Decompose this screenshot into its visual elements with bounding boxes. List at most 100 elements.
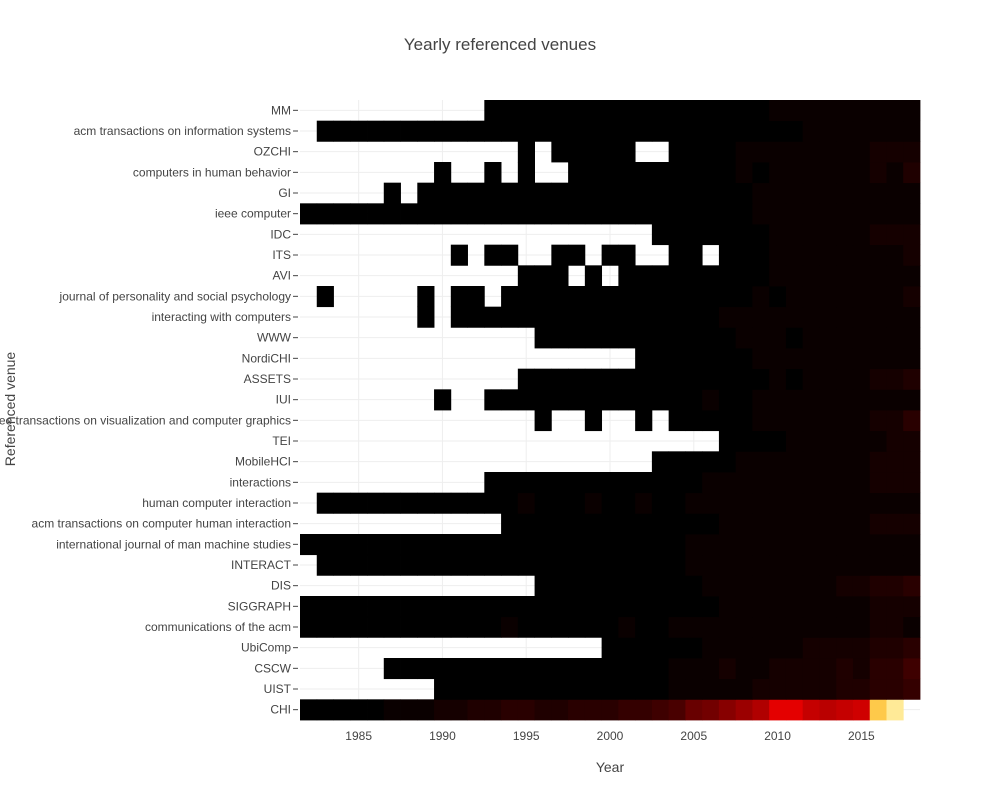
heatmap-cell (752, 658, 770, 680)
heatmap-cell (434, 678, 452, 700)
heatmap-cell (685, 534, 703, 556)
heatmap-cell (568, 513, 586, 535)
heatmap-cell (836, 699, 854, 721)
heatmap-cell (819, 575, 837, 597)
heatmap-cell (434, 616, 452, 638)
heatmap-cell (685, 616, 703, 638)
heatmap-cell (886, 182, 904, 204)
heatmap-cell (702, 410, 720, 432)
heatmap-cell (367, 120, 385, 142)
heatmap-cell (735, 368, 753, 390)
heatmap-cell (802, 430, 820, 452)
heatmap-cell (886, 534, 904, 556)
heatmap-cell (886, 265, 904, 287)
heatmap-cell (534, 410, 552, 432)
heatmap-cell (467, 492, 485, 514)
heatmap-cell (735, 430, 753, 452)
heatmap-cell (685, 410, 703, 432)
heatmap-cell (551, 306, 569, 328)
heatmap-cell (869, 472, 887, 494)
heatmap-cell (517, 120, 535, 142)
heatmap-cell (886, 306, 904, 328)
heatmap-cell (584, 141, 603, 163)
heatmap-cell (618, 120, 636, 142)
heatmap-cell (886, 699, 904, 721)
heatmap-cell (450, 244, 468, 266)
heatmap-cell (785, 637, 804, 659)
heatmap-cell (484, 120, 502, 142)
heatmap-cell (819, 430, 837, 452)
heatmap-cell (651, 575, 670, 597)
heatmap-cell (601, 368, 619, 390)
heatmap-cell (350, 492, 368, 514)
heatmap-cell (551, 699, 569, 721)
heatmap-cell (668, 596, 686, 618)
heatmap-cell (702, 472, 720, 494)
heatmap-cell (584, 554, 603, 576)
heatmap-cell (383, 492, 401, 514)
heatmap-cell (484, 616, 502, 638)
heatmap-cell (802, 327, 820, 349)
heatmap-cell (501, 534, 519, 556)
heatmap-cell (316, 699, 334, 721)
heatmap-cell (517, 368, 535, 390)
heatmap-cell (501, 658, 519, 680)
heatmap-cell (618, 306, 636, 328)
heatmap-cell (450, 492, 468, 514)
heatmap-cell (484, 472, 502, 494)
heatmap-cell (668, 658, 686, 680)
heatmap-cell (551, 182, 569, 204)
heatmap-cell (752, 306, 770, 328)
heatmap-cell (584, 100, 603, 122)
y-tick-label: UIST (264, 682, 292, 696)
heatmap-cell (651, 596, 670, 618)
heatmap-cell (702, 637, 720, 659)
heatmap-cell (718, 286, 737, 308)
heatmap-cell (802, 534, 820, 556)
heatmap-cell (651, 699, 670, 721)
y-tick-label: DIS (271, 579, 291, 593)
heatmap-cell (651, 203, 670, 225)
heatmap-cell (517, 513, 535, 535)
heatmap-cell (702, 265, 720, 287)
x-tick-label: 2015 (848, 729, 875, 743)
x-tick-label: 1990 (429, 729, 456, 743)
heatmap-cell (635, 699, 653, 721)
heatmap-cell (417, 616, 435, 638)
heatmap-cell (618, 513, 636, 535)
heatmap-cell (718, 368, 737, 390)
heatmap-cell (517, 596, 535, 618)
y-tick-label: ieee computer (215, 207, 291, 221)
heatmap-cell (785, 575, 804, 597)
heatmap-cell (819, 596, 837, 618)
heatmap-cell (903, 162, 921, 184)
heatmap-cell (785, 596, 804, 618)
heatmap-cell (785, 534, 804, 556)
heatmap-cell (802, 678, 820, 700)
heatmap-cell (819, 410, 837, 432)
y-tick-label: interacting with computers (152, 310, 291, 324)
heatmap-cell (702, 120, 720, 142)
heatmap-cell (752, 410, 770, 432)
heatmap-cell (484, 306, 502, 328)
heatmap-cell (501, 286, 519, 308)
heatmap-cell (417, 306, 435, 328)
heatmap-cell (819, 472, 837, 494)
heatmap-cell (551, 534, 569, 556)
y-tick-label: UbiComp (241, 641, 291, 655)
heatmap-cell (735, 513, 753, 535)
heatmap-cell (601, 203, 619, 225)
heatmap-cell (903, 203, 921, 225)
heatmap-cell (450, 699, 468, 721)
heatmap-cell (819, 203, 837, 225)
heatmap-cell (735, 492, 753, 514)
heatmap-cell (651, 451, 670, 473)
heatmap-cell (769, 182, 787, 204)
heatmap-cell (467, 534, 485, 556)
heatmap-cell (467, 596, 485, 618)
heatmap-cell (551, 492, 569, 514)
heatmap-cell (651, 678, 670, 700)
heatmap-cell (886, 410, 904, 432)
heatmap-cell (551, 389, 569, 411)
heatmap-cell (434, 699, 452, 721)
